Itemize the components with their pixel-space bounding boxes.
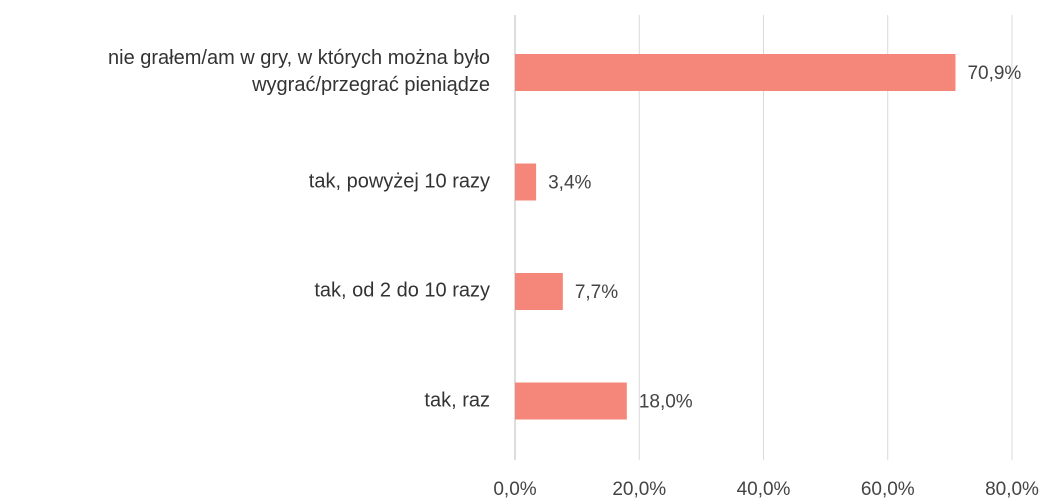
y-tick-label: tak, raz [424, 389, 490, 411]
value-label: 7,7% [575, 282, 618, 303]
bar [515, 54, 956, 91]
x-tick-label: 80,0% [985, 479, 1039, 500]
value-label: 70,9% [967, 63, 1021, 84]
y-tick-label: nie grałem/am w gry, w których można był… [108, 47, 490, 96]
bar [515, 273, 563, 310]
bar [515, 163, 537, 201]
y-tick-label: tak, powyżej 10 razy [308, 170, 490, 192]
x-tick-label: 0,0% [493, 479, 536, 500]
x-tick-label: 60,0% [861, 479, 915, 500]
bar [515, 382, 627, 420]
x-tick-label: 40,0% [737, 479, 791, 500]
value-label: 18,0% [639, 392, 693, 413]
value-label: 3,4% [548, 173, 591, 194]
y-tick-label: tak, od 2 do 10 razy [314, 279, 490, 302]
x-tick-label: 20,0% [612, 479, 666, 500]
